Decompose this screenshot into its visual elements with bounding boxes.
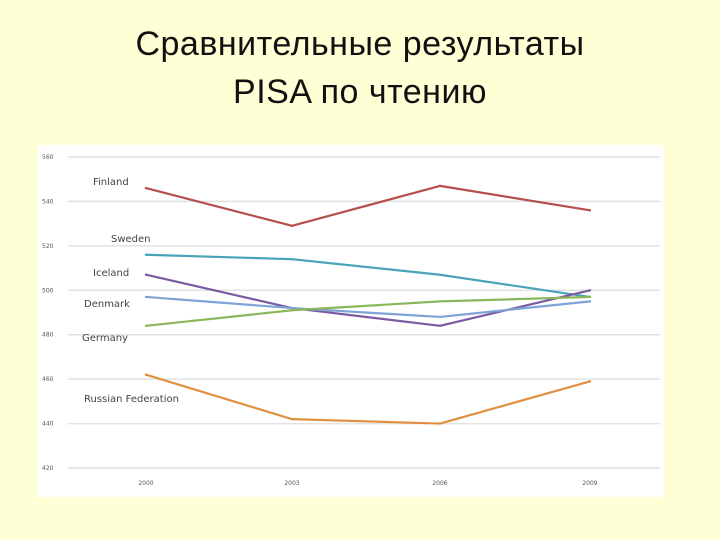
data-point-denmark-2000 bbox=[144, 295, 148, 299]
data-point-iceland-2006 bbox=[438, 324, 442, 328]
series-label-iceland: Iceland bbox=[93, 268, 129, 279]
series-line-germany bbox=[145, 295, 591, 327]
data-point-denmark-2009 bbox=[588, 300, 592, 303]
data-point-germany-2009 bbox=[588, 295, 592, 299]
series-label-russian-federation: Russian Federation bbox=[84, 394, 179, 405]
data-point-finland-2009 bbox=[588, 209, 592, 212]
x-tick-label-2003: 2003 bbox=[284, 480, 299, 487]
data-point-finland-2006 bbox=[438, 184, 442, 188]
data-point-russian-federation-2000 bbox=[144, 373, 148, 376]
data-point-iceland-2000 bbox=[144, 273, 148, 276]
data-point-iceland-2009 bbox=[588, 289, 592, 292]
series-label-germany: Germany bbox=[82, 333, 128, 344]
x-tick-label-2006: 2006 bbox=[432, 480, 447, 487]
series-label-sweden: Sweden bbox=[111, 234, 151, 245]
title-line-1: Сравнительные результаты bbox=[135, 25, 585, 63]
y-tick-label-500: 500 bbox=[42, 287, 54, 294]
x-tick-label-2009: 2009 bbox=[582, 480, 597, 487]
data-point-denmark-2003 bbox=[290, 306, 294, 310]
y-tick-label-540: 540 bbox=[42, 198, 54, 205]
data-point-denmark-2006 bbox=[438, 315, 442, 319]
series-line-iceland bbox=[145, 273, 591, 327]
series-line-finland bbox=[145, 184, 591, 227]
data-point-sweden-2000 bbox=[144, 253, 148, 256]
slide-title: Сравнительные результаты PISA по чтению bbox=[0, 20, 720, 116]
line-chart: 420 440 460 480 500 520 540 560 2000 2003 2006 2009… bbox=[42, 154, 660, 487]
series-label-denmark: Denmark bbox=[84, 299, 130, 310]
data-point-russian-federation-2003 bbox=[290, 417, 294, 421]
data-point-sweden-2006 bbox=[438, 273, 442, 276]
y-tick-label-480: 480 bbox=[42, 332, 54, 339]
data-point-finland-2003 bbox=[290, 224, 294, 228]
data-point-germany-2006 bbox=[438, 300, 442, 303]
y-tick-label-520: 520 bbox=[42, 243, 54, 250]
y-tick-label-560: 560 bbox=[42, 154, 54, 161]
data-point-germany-2003 bbox=[290, 309, 294, 312]
data-point-germany-2000 bbox=[144, 324, 148, 328]
data-point-finland-2000 bbox=[144, 186, 148, 190]
series-line-denmark bbox=[145, 295, 591, 319]
series-line-russian-federation bbox=[145, 373, 591, 425]
y-tick-label-420: 420 bbox=[42, 465, 54, 472]
chart-panel: 420 440 460 480 500 520 540 560 2000 2003 2006 2009… bbox=[38, 145, 664, 497]
series-line-sweden bbox=[145, 253, 591, 299]
series-label-finland: Finland bbox=[93, 177, 129, 188]
y-tick-label-440: 440 bbox=[42, 421, 54, 428]
x-tick-label-2000: 2000 bbox=[138, 480, 153, 487]
y-tick-label-460: 460 bbox=[42, 376, 54, 383]
data-point-sweden-2003 bbox=[290, 257, 294, 261]
data-point-russian-federation-2009 bbox=[588, 380, 592, 383]
data-point-russian-federation-2006 bbox=[438, 422, 442, 425]
title-line-2: PISA по чтению bbox=[233, 73, 487, 111]
